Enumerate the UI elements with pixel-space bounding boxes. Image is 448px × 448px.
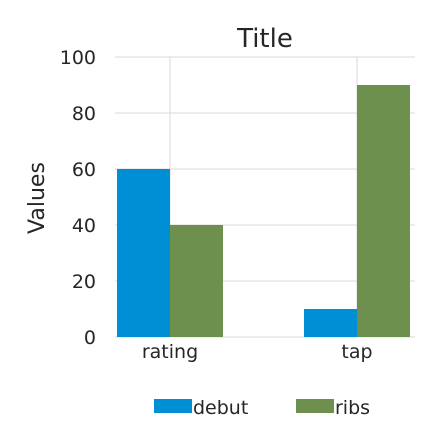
legend: debut ribs [154, 397, 370, 419]
legend-swatch-ribs [296, 399, 334, 413]
y-tick-label: 100 [60, 47, 96, 69]
y-tick-label: 80 [72, 103, 96, 125]
y-tick-label: 20 [72, 271, 96, 293]
y-axis-label: Values [25, 162, 50, 234]
x-tick-label: rating [142, 341, 198, 363]
bar-ribs-tap [357, 85, 410, 337]
y-tick-label: 40 [72, 215, 96, 237]
legend-label-ribs: ribs [335, 397, 370, 419]
y-tick-label: 0 [84, 327, 96, 349]
bar-ribs-rating [170, 225, 223, 337]
y-tick-label: 60 [72, 159, 96, 181]
bars [117, 85, 410, 337]
legend-label-debut: debut [193, 397, 248, 419]
x-tick-label: tap [341, 341, 372, 363]
chart-title: Title [236, 24, 293, 54]
x-ticks: rating tap [142, 341, 373, 363]
bar-debut-tap [304, 309, 357, 337]
legend-swatch-debut [154, 399, 192, 413]
bar-debut-rating [117, 169, 170, 337]
y-ticks: 0 20 40 60 80 100 [60, 47, 96, 349]
